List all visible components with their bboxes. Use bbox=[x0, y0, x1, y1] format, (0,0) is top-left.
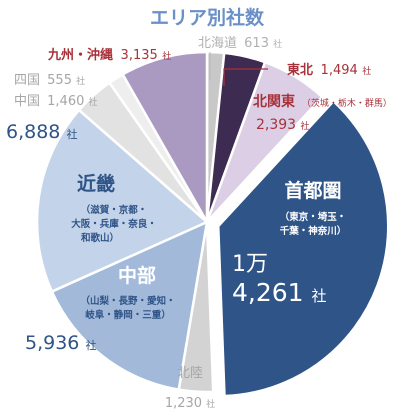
label-kyushu-unit: 社 bbox=[162, 50, 171, 62]
label-shutoken-value-2: 4,261 bbox=[232, 278, 304, 307]
label-shutoken-sub-1: （東京・埼玉・ bbox=[280, 211, 347, 223]
label-hokkaido-name: 北海道 bbox=[198, 36, 237, 51]
label-chugoku-value: 1,460 bbox=[47, 94, 84, 109]
label-kinki-value-line: 6,888 社 bbox=[6, 121, 77, 143]
pie-slice-chubu bbox=[50, 220, 209, 391]
leader-lines bbox=[209, 52, 268, 86]
label-chubu-sub-2: 岐阜・静岡・三重） bbox=[85, 309, 171, 321]
label-kitakanto-sub: （茨城・栃木・群馬） bbox=[302, 97, 392, 109]
label-chubu-value-line: 5,936 社 bbox=[25, 332, 96, 354]
chart-title: エリア別社数 bbox=[150, 6, 265, 29]
label-kitakanto: 北関東 （茨城・栃木・群馬） bbox=[253, 93, 392, 110]
label-chubu-unit: 社 bbox=[85, 338, 96, 352]
label-shikoku-unit: 社 bbox=[76, 75, 85, 87]
label-kinki-sub-3: 和歌山） bbox=[80, 232, 119, 244]
label-hokkaido: 北海道 613 社 bbox=[198, 36, 282, 51]
leader-line-tohoku bbox=[223, 68, 268, 86]
label-shutoken-name: 首都圏 bbox=[284, 179, 341, 202]
label-kinki-name: 近畿 bbox=[77, 172, 115, 195]
label-hokuriku-value-line: 1,230 社 bbox=[165, 396, 215, 411]
label-chubu-sub-1: （山梨・長野・愛知・ bbox=[80, 295, 175, 307]
label-kinki-sub-2: 大阪・兵庫・奈良・ bbox=[71, 218, 157, 230]
label-chugoku-unit: 社 bbox=[89, 96, 98, 108]
label-hokkaido-value: 613 bbox=[244, 36, 269, 51]
pie-slice-kitakanto bbox=[205, 60, 324, 224]
label-chubu-value: 5,936 bbox=[25, 332, 79, 354]
label-shikoku-value: 555 bbox=[47, 73, 72, 88]
label-tohoku-unit: 社 bbox=[362, 65, 371, 77]
label-hokuriku-unit: 社 bbox=[206, 398, 215, 410]
label-tohoku-name: 東北 bbox=[287, 62, 313, 78]
pie-slice-shutoken bbox=[217, 99, 390, 398]
pie-slice-kinki bbox=[35, 108, 209, 293]
label-kinki-unit: 社 bbox=[66, 127, 77, 141]
label-kinki-value: 6,888 bbox=[6, 121, 60, 143]
label-kinki-sub-1: （滋賀・京都・ bbox=[81, 204, 148, 216]
label-kitakanto-name: 北関東 bbox=[253, 93, 295, 110]
label-chugoku: 中国 1,460 社 bbox=[14, 94, 98, 109]
label-shutoken-value-line: 4,261 社 bbox=[232, 278, 327, 307]
label-chubu-name: 中部 bbox=[118, 264, 156, 287]
label-tohoku-value: 1,494 bbox=[321, 63, 358, 78]
pie-slices bbox=[35, 50, 390, 398]
label-hokkaido-unit: 社 bbox=[273, 38, 282, 50]
label-kyushu: 九州・沖縄 3,135 社 bbox=[47, 47, 171, 63]
label-kyushu-name: 九州・沖縄 bbox=[47, 47, 113, 63]
label-chugoku-name: 中国 bbox=[14, 94, 40, 109]
label-shikoku: 四国 555 社 bbox=[14, 73, 85, 88]
label-shutoken-unit: 社 bbox=[312, 287, 327, 305]
label-shutoken-value-1: 1万 bbox=[232, 252, 268, 277]
label-shikoku-name: 四国 bbox=[14, 73, 40, 88]
label-hokuriku-value: 1,230 bbox=[165, 396, 202, 411]
label-kyushu-value: 3,135 bbox=[121, 48, 158, 63]
label-kitakanto-value-line: 2,393 社 bbox=[256, 117, 310, 133]
label-kitakanto-unit: 社 bbox=[301, 120, 310, 132]
pie-slice-kyushu bbox=[121, 50, 209, 224]
label-kitakanto-value: 2,393 bbox=[256, 117, 296, 133]
label-shutoken-sub-2: 千葉・神奈川） bbox=[280, 225, 347, 237]
label-hokuriku-name: 北陸 bbox=[177, 365, 203, 381]
label-tohoku: 東北 1,494 社 bbox=[287, 62, 371, 78]
